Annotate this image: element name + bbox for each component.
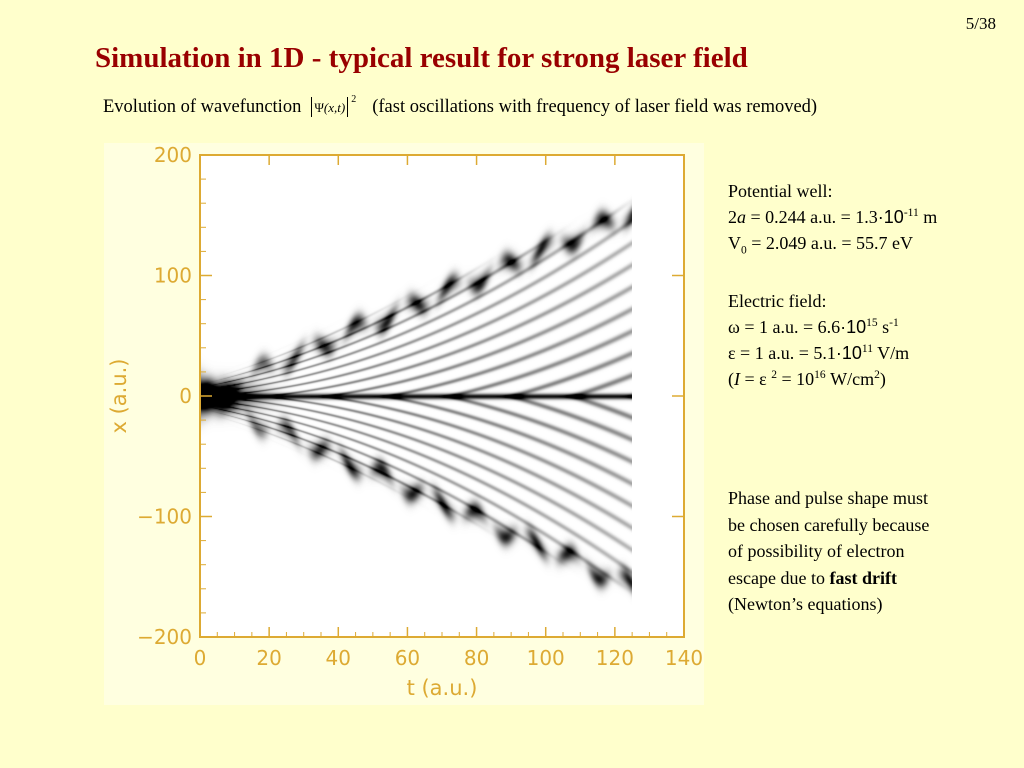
subtitle: Evolution of wavefunction Ψ(x,t) 2 (fast… — [103, 94, 818, 118]
y-tick-label: −100 — [137, 505, 192, 529]
page-number: 5/38 — [965, 14, 996, 33]
fast-drift-emphasis: fast drift — [829, 567, 897, 588]
x-tick-label: 40 — [326, 646, 351, 670]
abs-bar-right — [347, 97, 349, 117]
y-tick-label: −200 — [137, 625, 192, 649]
y-tick-label: 200 — [154, 143, 192, 167]
psi-symbol: Ψ — [314, 100, 324, 115]
x-tick-label: 80 — [464, 646, 489, 670]
well-width-line: 2a = 0.244 a.u. = 1.3·10-11 m — [728, 207, 938, 227]
wavefunction-formula: Ψ(x,t) 2 — [309, 94, 357, 117]
heatmap-svg: 0 20 40 60 80 100 120 140 200 100 0 −100 −200 t (a.u.… — [107, 143, 703, 700]
x-tick-label: 0 — [194, 646, 207, 670]
subtitle-suffix: (fast oscillations with frequency of las… — [372, 97, 818, 117]
x-tick-label: 120 — [596, 646, 634, 670]
note-line-2: be chosen carefully because — [728, 514, 930, 535]
x-tick-label: 20 — [256, 646, 281, 670]
x-tick-label: 140 — [665, 646, 703, 670]
note-line-3: of possibility of electron — [728, 541, 905, 561]
well-depth-line: V0 = 2.049 a.u. = 55.7 eV — [728, 233, 914, 257]
psi-power: 2 — [351, 94, 357, 105]
note-line-5: (Newton’s equations) — [728, 594, 883, 614]
note-block: Phase and pulse shape must be chosen car… — [728, 485, 1008, 618]
y-axis-label: x (a.u.) — [107, 358, 131, 433]
x-tick-label: 100 — [527, 646, 565, 670]
heatmap-image — [200, 179, 632, 613]
y-tick-label: 100 — [154, 264, 192, 288]
y-tick-label: 0 — [179, 384, 192, 408]
omega-line: ω = 1 a.u. = 6.6·1015 s-1 — [728, 317, 899, 337]
x-axis-label: t (a.u.) — [407, 676, 478, 700]
heatmap-figure: 0 20 40 60 80 100 120 140 200 100 0 −100 −200 t (a.u.… — [104, 143, 704, 705]
potential-heading: Potential well: — [728, 181, 833, 201]
epsilon-line: ε = 1 a.u. = 5.1·1011 V/m — [728, 343, 910, 363]
note-line-4: escape due to fast drift — [728, 567, 897, 588]
subtitle-prefix: Evolution of wavefunction — [103, 97, 302, 117]
electric-field-block: Electric field: ω = 1 a.u. = 6.6·1015 s-… — [728, 288, 1008, 392]
slide-title: Simulation in 1D - typical result for st… — [95, 42, 748, 74]
note-line-1: Phase and pulse shape must — [728, 488, 928, 508]
field-heading: Electric field: — [728, 291, 827, 311]
abs-bar-left — [311, 97, 313, 117]
intensity-line: (I = ε 2 = 1016 W/cm2) — [728, 369, 886, 389]
potential-well-block: Potential well: 2a = 0.244 a.u. = 1.3·10… — [728, 178, 1008, 256]
psi-args: (x,t) — [323, 100, 346, 115]
x-tick-label: 60 — [395, 646, 420, 670]
